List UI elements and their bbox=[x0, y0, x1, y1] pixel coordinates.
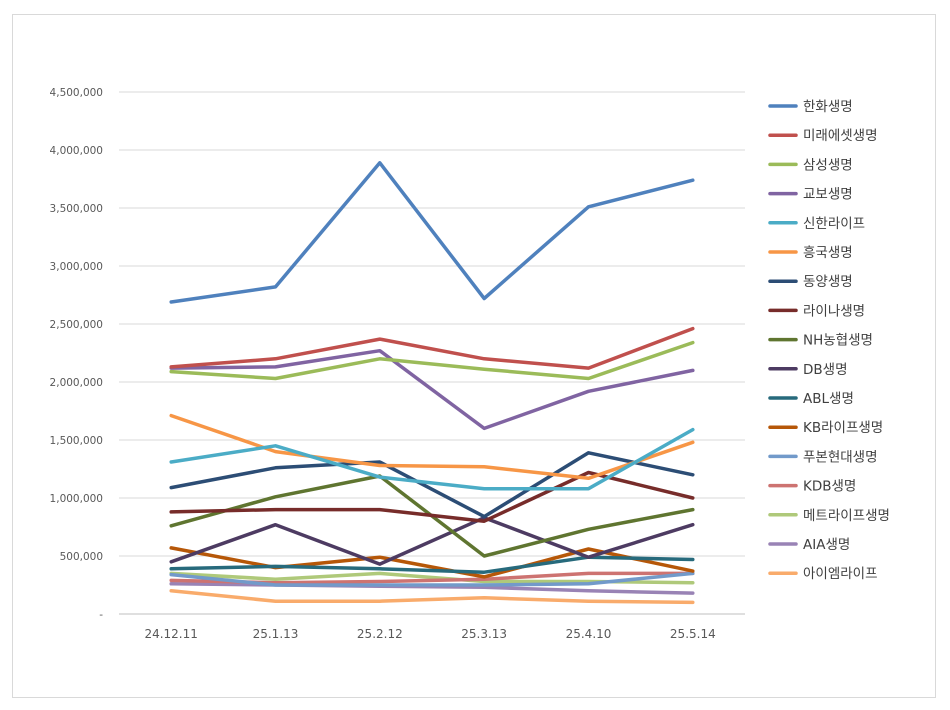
y-tick-label: 3,500,000 bbox=[50, 203, 103, 215]
y-tick-label: 3,000,000 bbox=[50, 261, 103, 273]
x-tick-label: 24.12.11 bbox=[144, 627, 197, 641]
y-tick-label: 1,000,000 bbox=[50, 493, 103, 505]
legend-entry-9: NH농협생명 bbox=[768, 333, 873, 349]
legend-label: 교보생명 bbox=[803, 187, 853, 203]
legend-label: DB생명 bbox=[803, 362, 848, 378]
legend-label: 신한라이프 bbox=[803, 216, 865, 232]
y-tick-label: - bbox=[99, 609, 103, 621]
series-line-7 bbox=[169, 451, 695, 519]
y-tick-label: 2,500,000 bbox=[50, 319, 103, 331]
x-tick-label: 25.4.10 bbox=[566, 627, 612, 641]
x-tick-label: 25.3.13 bbox=[461, 627, 507, 641]
legend-entry-17: 아이엠라이프 bbox=[768, 566, 878, 582]
legend-entry-11: ABL생명 bbox=[768, 391, 854, 407]
legend-entry-10: DB생명 bbox=[768, 362, 848, 378]
legend-entry-12: KB라이프생명 bbox=[768, 420, 883, 436]
legend-entry-3: 삼성생명 bbox=[768, 157, 853, 173]
legend-label: 동양생명 bbox=[803, 274, 853, 290]
grid-layer bbox=[119, 91, 745, 615]
series-line-11 bbox=[169, 555, 695, 574]
legend-entry-16: AIA생명 bbox=[768, 537, 850, 553]
y-tick-label: 4,000,000 bbox=[50, 145, 103, 157]
legend-label: 라이나생명 bbox=[803, 303, 865, 319]
legend-label: 메트라이프생명 bbox=[803, 508, 890, 524]
series-line-8 bbox=[169, 470, 695, 523]
y-tick-label: 2,000,000 bbox=[50, 377, 103, 389]
y-tick-label: 500,000 bbox=[60, 551, 103, 563]
chart-frame: - 500,000 1,000,000 1,500,000 2,000,000 2,500… bbox=[12, 14, 936, 698]
legend-label: ABL생명 bbox=[803, 391, 854, 407]
legend-entry-14: KDB생명 bbox=[768, 479, 856, 495]
series-line-4 bbox=[169, 348, 695, 431]
series-line-6 bbox=[169, 413, 695, 481]
legend-label: KDB생명 bbox=[803, 479, 856, 495]
series-line-17 bbox=[169, 589, 695, 605]
legend-label: KB라이프생명 bbox=[803, 420, 883, 436]
x-tick-label: 25.1.13 bbox=[253, 627, 299, 641]
series-line-13 bbox=[169, 571, 695, 587]
series-line-1 bbox=[169, 161, 695, 304]
legend-entry-8: 라이나생명 bbox=[768, 303, 865, 319]
line-chart: - 500,000 1,000,000 1,500,000 2,000,000 2,500… bbox=[50, 87, 890, 641]
legend-label: NH농협생명 bbox=[803, 333, 873, 349]
y-tick-label: 1,500,000 bbox=[50, 435, 103, 447]
legend-entry-5: 신한라이프 bbox=[768, 216, 865, 232]
legend-label: 아이엠라이프 bbox=[803, 566, 878, 582]
legend-entry-7: 동양생명 bbox=[768, 274, 853, 290]
legend-entry-1: 한화생명 bbox=[768, 99, 853, 115]
x-tick-label: 25.2.12 bbox=[357, 627, 403, 641]
legend-label: AIA생명 bbox=[803, 537, 850, 553]
series-line-5 bbox=[169, 427, 695, 491]
series-layer bbox=[169, 161, 695, 605]
legend-entry-6: 흥국생명 bbox=[768, 245, 853, 261]
legend-label: 삼성생명 bbox=[803, 157, 853, 173]
legend-label: 한화생명 bbox=[803, 99, 853, 115]
legend-entry-4: 교보생명 bbox=[768, 187, 853, 203]
legend-entry-2: 미래에셋생명 bbox=[768, 128, 878, 144]
series-line-2 bbox=[169, 326, 695, 370]
y-tick-label: 4,500,000 bbox=[50, 87, 103, 99]
series-line-3 bbox=[169, 340, 695, 381]
x-axis-ticks: 24.12.11 25.1.13 25.2.12 25.3.13 25.4.10 25.5… bbox=[144, 627, 715, 641]
legend-label: 푸본현대생명 bbox=[803, 449, 878, 465]
x-tick-label: 25.5.14 bbox=[670, 627, 716, 641]
legend-entry-13: 푸본현대생명 bbox=[768, 449, 878, 465]
legend-label: 미래에셋생명 bbox=[803, 128, 878, 144]
legend-label: 흥국생명 bbox=[803, 245, 853, 261]
y-axis-ticks: - 500,000 1,000,000 1,500,000 2,000,000 2,500… bbox=[50, 87, 104, 621]
series-line-10 bbox=[169, 515, 695, 566]
legend-entry-15: 메트라이프생명 bbox=[768, 508, 890, 524]
